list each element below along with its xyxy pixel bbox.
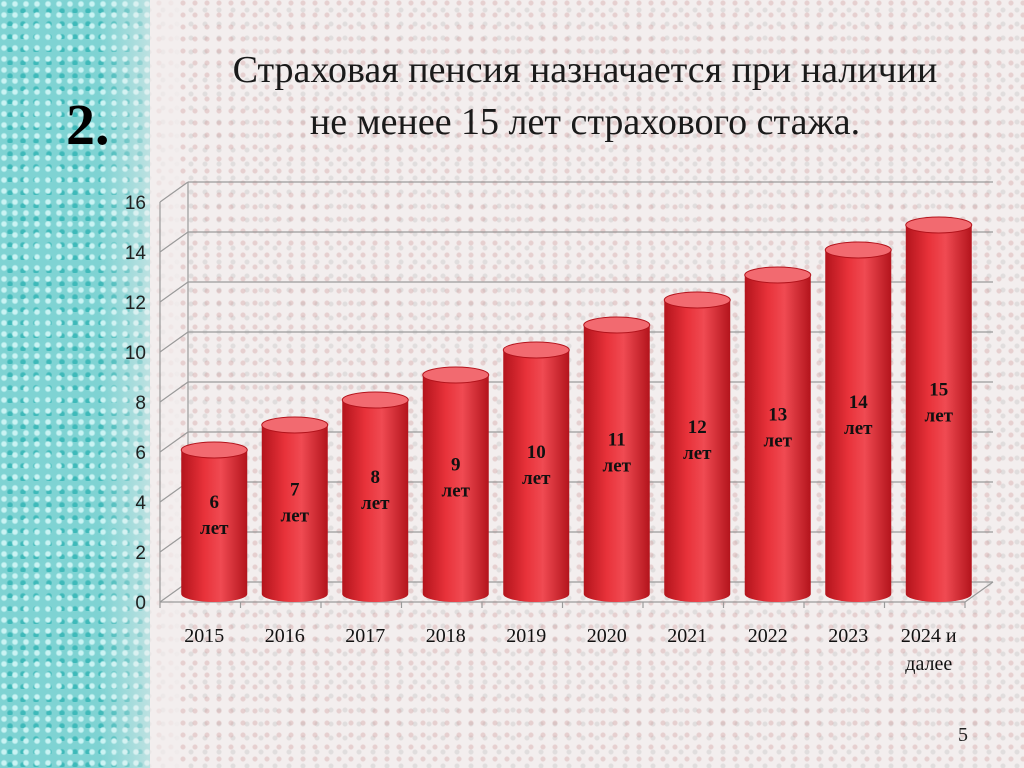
data-label: лет <box>522 468 551 489</box>
x-tick-label: 2020 <box>587 625 627 647</box>
bar-cap <box>583 316 651 334</box>
x-tick-label: 2024 и <box>901 625 957 647</box>
bar-cap <box>341 391 409 409</box>
bar-cap <box>824 241 892 259</box>
bar-cap <box>905 216 973 234</box>
bar-body <box>342 400 409 602</box>
bar-body <box>422 375 489 602</box>
bar-2021 <box>663 291 731 602</box>
x-tick-label: далее <box>905 653 952 675</box>
bar-cap <box>180 441 248 459</box>
side-strip-fade <box>100 0 180 768</box>
x-tick-label: 2023 <box>828 625 868 647</box>
x-tick-label: 2018 <box>426 625 466 647</box>
y-tick-label: 4 <box>135 493 146 514</box>
gridline-side <box>159 331 189 353</box>
bar-2015 <box>180 441 248 602</box>
bar-body <box>905 225 972 602</box>
data-label: лет <box>925 406 954 427</box>
x-tick-label: 2015 <box>184 625 224 647</box>
data-label: 8 <box>371 467 381 488</box>
data-label: 9 <box>451 455 461 476</box>
data-label: 10 <box>527 442 546 463</box>
slide-title: Страховая пенсия назначается при наличии… <box>150 44 1020 148</box>
data-label: 7 <box>290 480 300 501</box>
data-label: 11 <box>608 430 626 451</box>
bar-2018 <box>422 366 490 602</box>
y-tick-label: 16 <box>125 193 146 214</box>
y-tick-label: 10 <box>125 343 146 364</box>
y-tick-label: 8 <box>135 393 146 414</box>
data-label: 6 <box>210 492 220 513</box>
x-tick-label: 2021 <box>667 625 707 647</box>
page-number: 5 <box>958 724 968 746</box>
bar-2019 <box>502 341 570 602</box>
x-tick-label: 2016 <box>265 625 305 647</box>
bar-body <box>744 275 811 602</box>
data-label: лет <box>361 493 390 514</box>
bar-body <box>825 250 892 602</box>
gridline-side <box>159 381 189 403</box>
bar-body <box>261 425 328 602</box>
data-label: лет <box>844 418 873 439</box>
gridline-side <box>159 431 189 453</box>
bar-2020 <box>583 316 651 602</box>
bar-2017 <box>341 391 409 602</box>
bar-2022 <box>744 266 812 602</box>
bar-2016 <box>261 416 329 602</box>
y-tick-label: 0 <box>135 593 146 614</box>
slide-number-label: 2. <box>66 92 110 157</box>
x-tick-label: 2022 <box>748 625 788 647</box>
data-label: 12 <box>688 417 707 438</box>
y-tick-label: 2 <box>135 543 146 564</box>
data-label: 13 <box>768 405 787 426</box>
data-label: лет <box>683 443 712 464</box>
bar-cap <box>422 366 490 384</box>
data-label: 14 <box>849 392 869 413</box>
data-label: 15 <box>929 380 948 401</box>
bar-2023 <box>824 241 892 602</box>
bar-cap <box>502 341 570 359</box>
bar-body <box>664 300 731 602</box>
bar-body <box>181 450 248 602</box>
bar-cap <box>663 291 731 309</box>
data-label: лет <box>764 431 793 452</box>
title-line-1: Страховая пенсия назначается при наличии <box>232 49 938 91</box>
gridline-side <box>159 231 189 253</box>
bar-body <box>583 325 650 602</box>
floor-edge <box>964 581 994 603</box>
bar-body <box>503 350 570 602</box>
y-tick-label: 14 <box>125 243 147 264</box>
y-tick-label: 6 <box>135 443 146 464</box>
data-label: лет <box>603 456 632 477</box>
gridline-side <box>159 281 189 303</box>
y-tick-label: 12 <box>125 293 146 314</box>
data-label: лет <box>281 506 310 527</box>
bar-cap <box>261 416 329 434</box>
data-label: лет <box>200 518 229 539</box>
gridline-side <box>159 181 189 203</box>
x-tick-label: 2019 <box>506 625 546 647</box>
x-tick-label: 2017 <box>345 625 385 647</box>
bar-cap <box>744 266 812 284</box>
data-label: лет <box>442 481 471 502</box>
title-line-2: не менее 15 лет страхового стажа. <box>309 101 861 143</box>
bar-2024 и далее <box>905 216 973 602</box>
